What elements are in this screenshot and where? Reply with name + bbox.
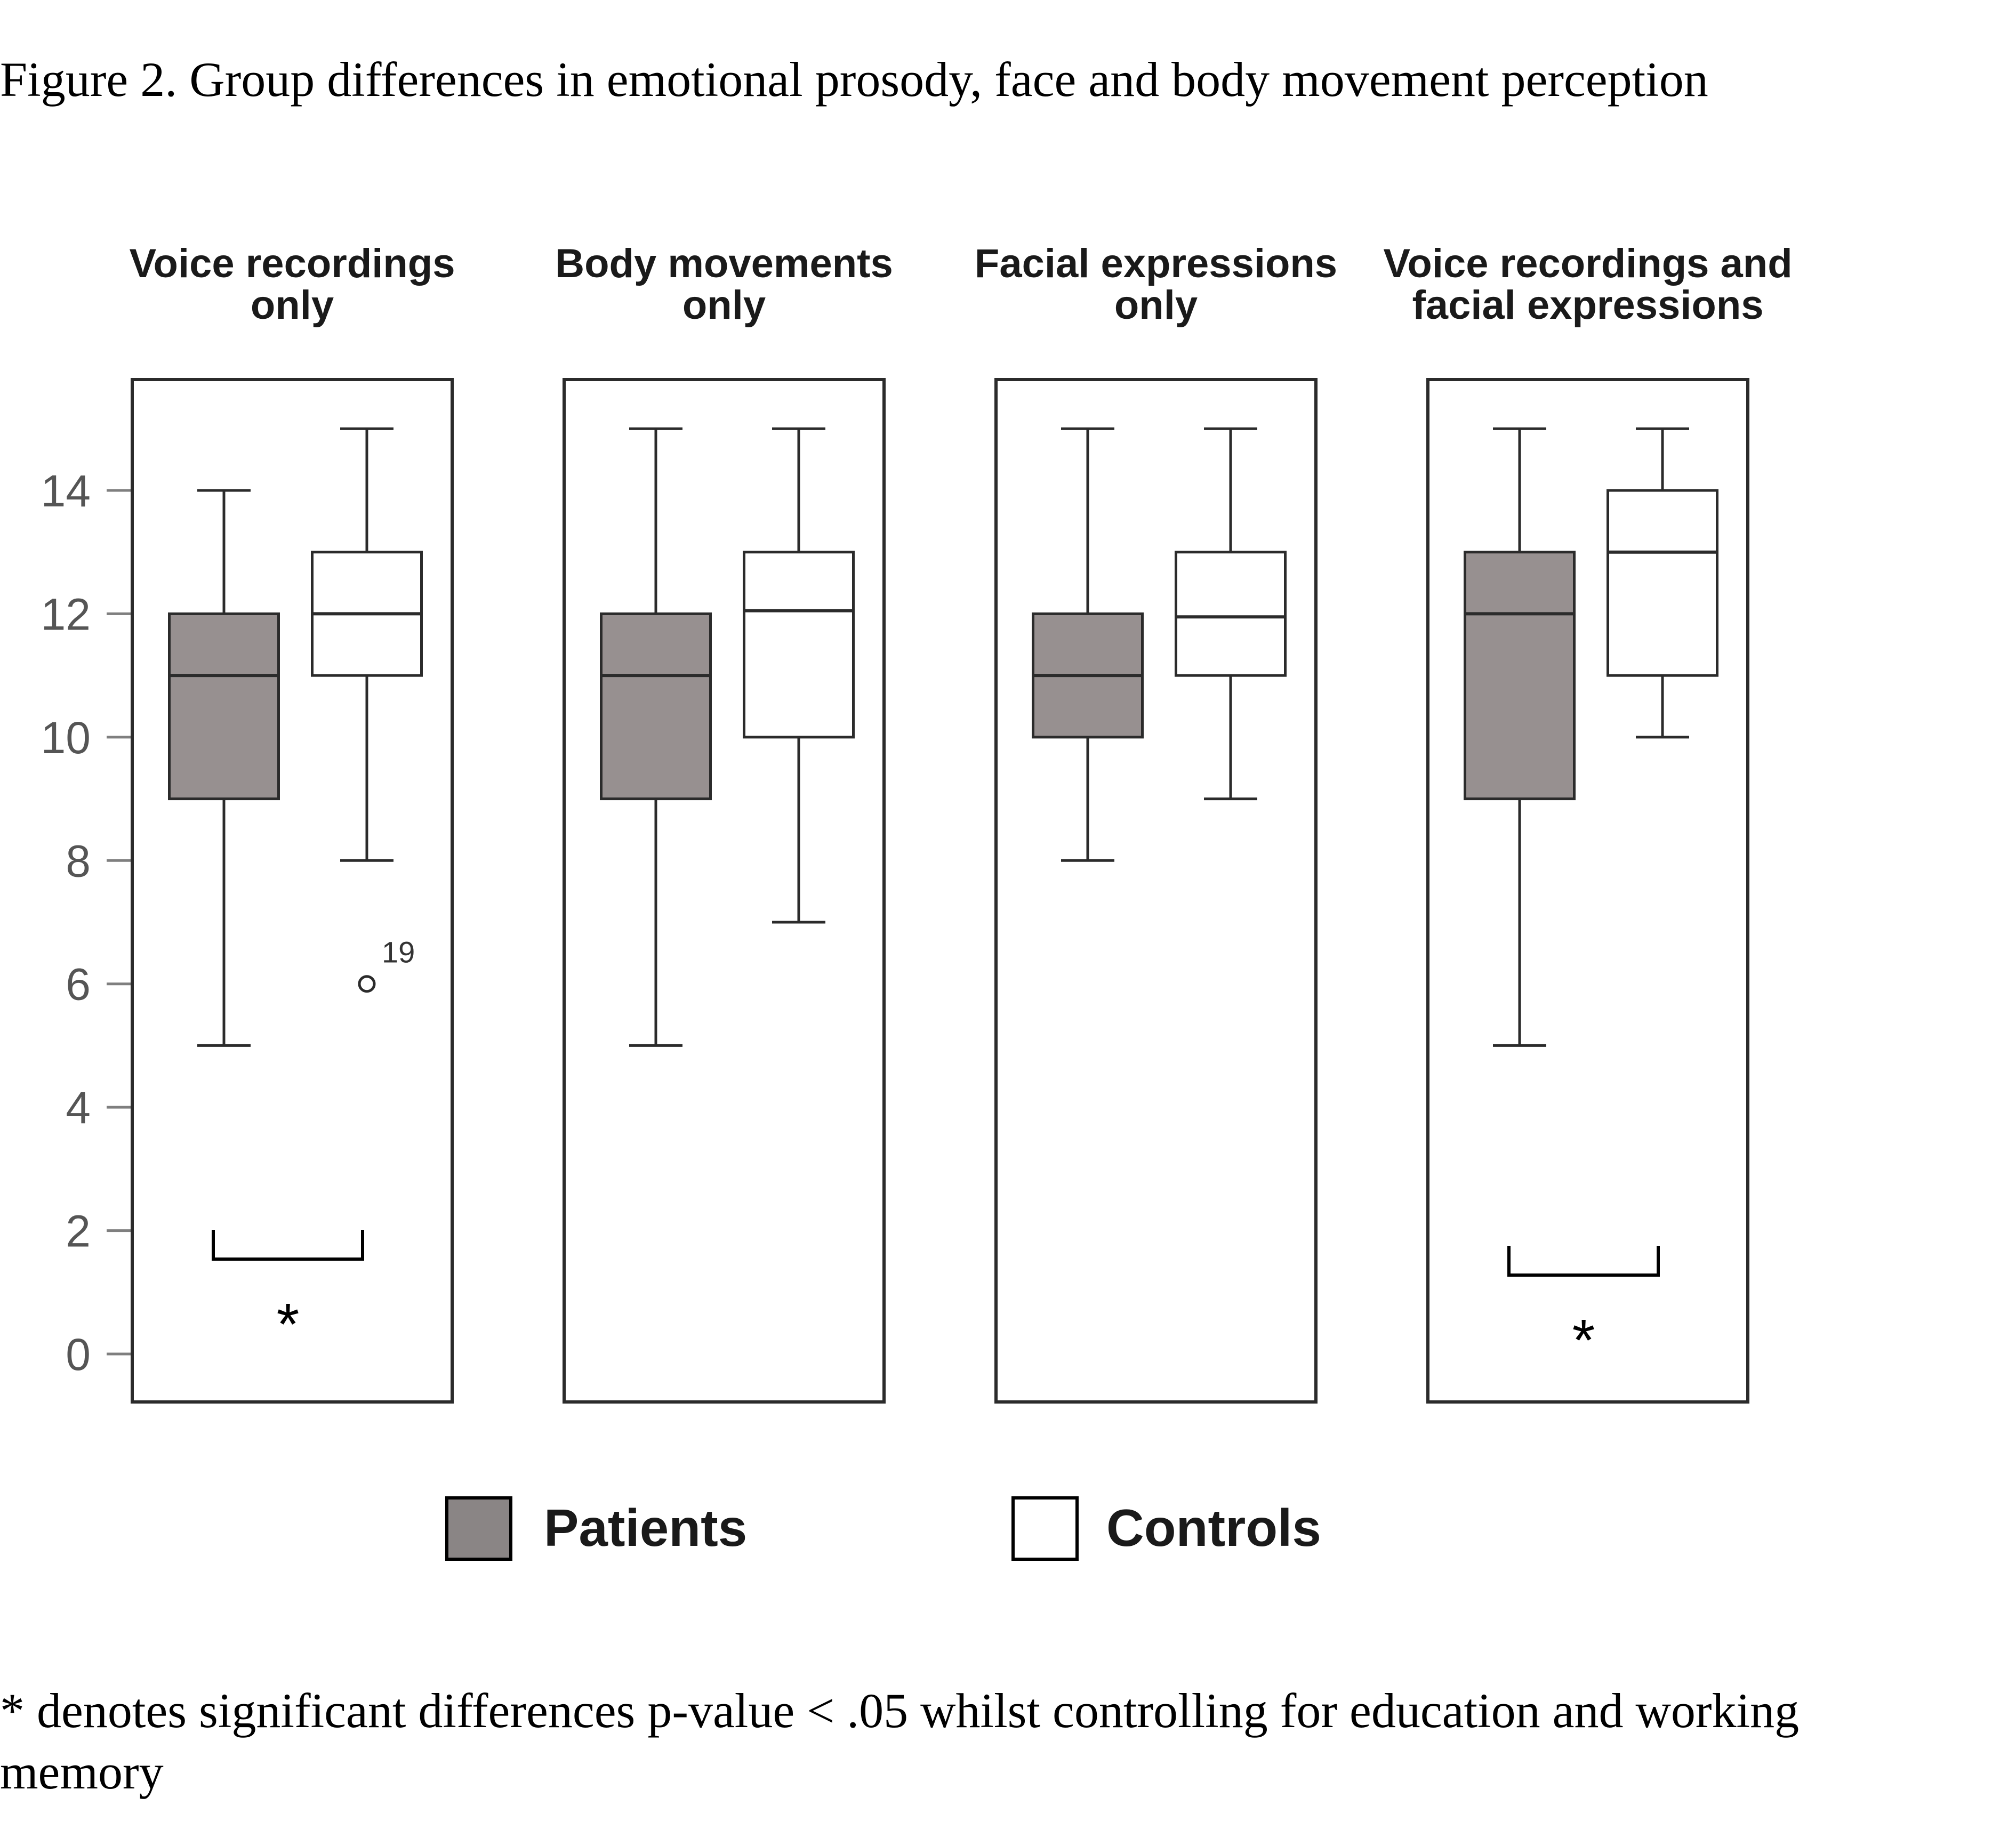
legend-label-controls: Controls [1106,1498,1321,1557]
y-tick-label: 12 [41,589,91,639]
y-tick-label: 2 [66,1206,91,1256]
iqr-box [1175,551,1287,677]
y-tick-label: 10 [41,713,91,763]
bracket-line [1507,1246,1660,1277]
panel-title: Facial expressions [975,241,1337,286]
panel-frame [1426,378,1749,1404]
significance-asterisk: * [277,1292,300,1357]
panel-frame [131,378,454,1404]
box-plot-patients [168,489,280,1047]
box-plot-controls [1607,427,1718,739]
legend-swatch-controls [1011,1496,1079,1561]
outlier-label: 19 [382,936,415,969]
panel-title: only [1114,283,1198,328]
legend-swatch-patients [445,1496,512,1561]
outlier-point [358,975,376,993]
panel-frame [994,378,1318,1404]
iqr-box [168,612,280,801]
significance-asterisk: * [1572,1308,1595,1373]
panel-title: Voice recordings and [1383,241,1792,286]
iqr-box [600,612,712,801]
y-tick-label: 0 [66,1329,91,1380]
panel-title: only [682,283,766,328]
box-plot-controls [1175,427,1287,801]
significance-bracket: * [1507,1246,1660,1373]
y-tick-label: 4 [66,1083,91,1133]
legend-label-patients: Patients [544,1498,747,1557]
y-tick-label: 8 [66,836,91,886]
footnote-line-1: * denotes significant differences p-valu… [0,1683,1799,1738]
panel-frame [563,378,886,1404]
y-tick-label: 14 [41,466,91,516]
iqr-box [743,551,855,739]
panel-title: only [251,283,334,328]
panel-title: facial expressions [1412,283,1763,328]
panel-title: Voice recordings [129,241,455,286]
iqr-box [1607,489,1718,677]
y-tick-label: 6 [66,960,91,1010]
iqr-box [1464,551,1576,801]
box-plot-patients [1032,427,1144,862]
box-plot-patients [600,427,712,1047]
y-axis: 0 2 4 6 8 10 12 14 [41,466,132,1380]
box-plot-controls [743,427,855,924]
box-plot-patients [1464,427,1576,1047]
box-plot-controls: 19 [311,427,423,993]
significance-bracket: * [212,1230,364,1357]
figure-caption: Figure 2. Group differences in emotional… [0,52,1708,107]
footnote-line-2: memory [0,1745,164,1799]
bracket-line [212,1230,364,1261]
legend: Patients Controls [445,1496,1321,1561]
panel-title: Body movements [555,241,893,286]
